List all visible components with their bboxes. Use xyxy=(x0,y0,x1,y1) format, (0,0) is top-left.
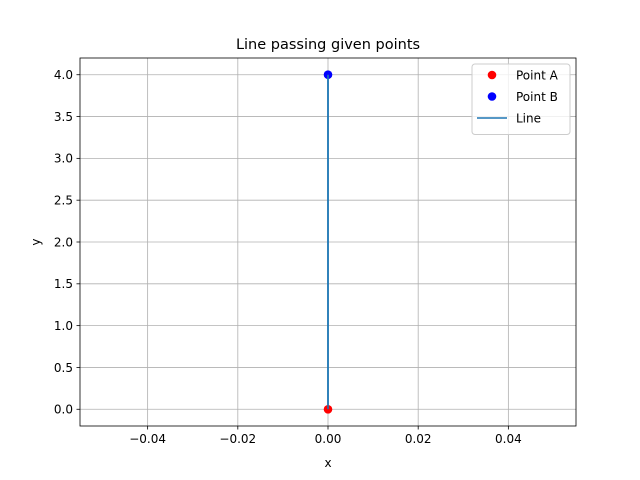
legend-label: Point B xyxy=(516,90,558,104)
data-point xyxy=(323,404,333,414)
y-tick-label: 4.0 xyxy=(54,68,73,82)
legend-label: Point A xyxy=(516,68,559,82)
y-tick-label: 2.5 xyxy=(54,193,73,207)
legend-label: Line xyxy=(516,111,541,125)
y-tick-label: 0.0 xyxy=(54,403,73,417)
y-tick-label: 3.5 xyxy=(54,110,73,124)
chart-title: Line passing given points xyxy=(236,37,420,53)
x-tick-label: 0.00 xyxy=(315,432,342,446)
data-point xyxy=(323,70,333,80)
y-tick-label: 1.5 xyxy=(54,277,73,291)
x-tick-label: 0.02 xyxy=(405,432,432,446)
x-tick-label: −0.02 xyxy=(219,432,256,446)
x-tick-label: 0.04 xyxy=(495,432,522,446)
y-axis-label: y xyxy=(29,238,43,245)
x-tick-label: −0.04 xyxy=(129,432,166,446)
y-tick-label: 0.5 xyxy=(54,361,73,375)
legend-box xyxy=(471,63,571,135)
y-tick-label: 1.0 xyxy=(54,319,73,333)
y-axis-ticks: 0.0 0.5 1.0 1.5 2.0 2.5 3.0 3.5 4.0 xyxy=(54,68,80,417)
y-tick-label: 3.0 xyxy=(54,152,73,166)
legend: Point A Point B Line xyxy=(471,63,571,135)
y-tick-label: 2.0 xyxy=(54,235,73,249)
x-axis-ticks: −0.04 −0.02 0.00 0.02 0.04 xyxy=(129,426,522,446)
series-layer xyxy=(323,70,333,414)
legend-marker xyxy=(487,70,497,80)
legend-marker xyxy=(487,92,497,101)
x-axis-label: x xyxy=(324,456,331,470)
